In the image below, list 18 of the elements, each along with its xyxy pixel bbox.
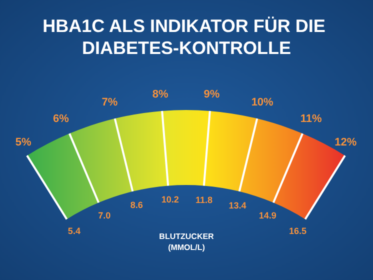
data-label: 14.9 — [258, 210, 276, 220]
data-label: 13.4 — [228, 200, 246, 210]
data-label: 11.8 — [196, 194, 213, 205]
category-label: 9% — [204, 88, 220, 101]
text: BLUTZUCKER (MMOL/L) — [159, 232, 214, 252]
text: HBA1C ALS INDIKATOR FÜR DIE DIABETES-KONTROLLE — [42, 16, 330, 58]
category-label: 11% — [300, 112, 322, 125]
category-label: 7% — [102, 96, 118, 109]
data-label: 16.5 — [289, 226, 307, 236]
category-label: 12% — [334, 136, 357, 148]
category-label: 6% — [52, 112, 70, 125]
data-label: 10.2 — [161, 194, 179, 205]
category-label: 10% — [251, 96, 274, 109]
category-label: 8% — [152, 88, 168, 101]
category-label: 5% — [15, 136, 32, 148]
data-label: 8.6 — [130, 200, 143, 210]
data-label: 5.4 — [68, 226, 80, 236]
data-label: 7.0 — [98, 210, 111, 220]
